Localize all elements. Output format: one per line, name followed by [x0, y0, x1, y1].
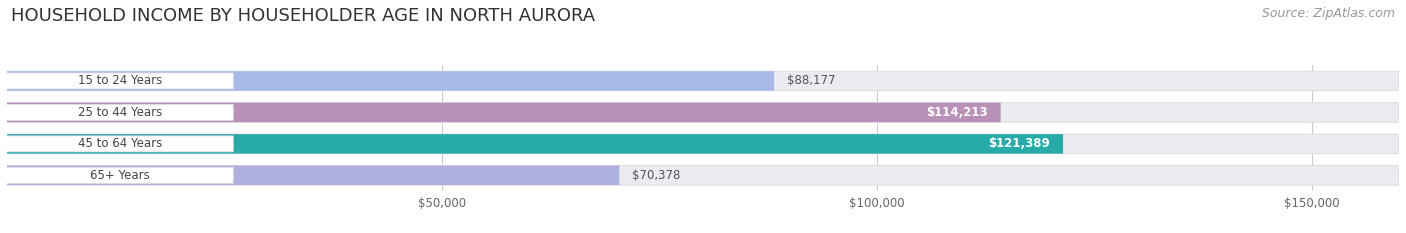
FancyBboxPatch shape — [0, 136, 233, 152]
FancyBboxPatch shape — [0, 104, 233, 120]
Text: Source: ZipAtlas.com: Source: ZipAtlas.com — [1261, 7, 1395, 20]
Text: 25 to 44 Years: 25 to 44 Years — [77, 106, 162, 119]
Text: 15 to 24 Years: 15 to 24 Years — [77, 75, 162, 87]
FancyBboxPatch shape — [7, 103, 1399, 122]
FancyBboxPatch shape — [7, 71, 775, 91]
Text: 65+ Years: 65+ Years — [90, 169, 149, 182]
FancyBboxPatch shape — [0, 167, 233, 183]
Text: $70,378: $70,378 — [633, 169, 681, 182]
FancyBboxPatch shape — [7, 166, 1399, 185]
FancyBboxPatch shape — [7, 71, 1399, 91]
Text: $88,177: $88,177 — [787, 75, 835, 87]
FancyBboxPatch shape — [7, 134, 1399, 154]
Text: $114,213: $114,213 — [927, 106, 987, 119]
FancyBboxPatch shape — [0, 73, 233, 89]
Text: $121,389: $121,389 — [988, 137, 1050, 150]
FancyBboxPatch shape — [7, 103, 1001, 122]
Text: HOUSEHOLD INCOME BY HOUSEHOLDER AGE IN NORTH AURORA: HOUSEHOLD INCOME BY HOUSEHOLDER AGE IN N… — [11, 7, 595, 25]
FancyBboxPatch shape — [7, 134, 1063, 154]
Text: 45 to 64 Years: 45 to 64 Years — [77, 137, 162, 150]
FancyBboxPatch shape — [7, 166, 619, 185]
